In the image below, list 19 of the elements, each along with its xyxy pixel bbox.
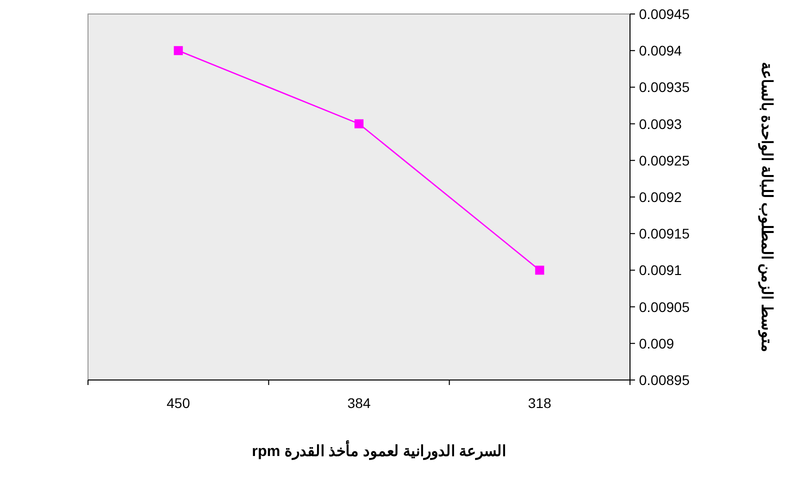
x-tick-label: 318: [528, 395, 552, 411]
x-tick-label: 384: [347, 395, 371, 411]
y-tick-label: 0.00895: [639, 372, 690, 388]
y-tick-label: 0.0094: [639, 42, 682, 59]
point: [174, 46, 183, 56]
point: [354, 119, 364, 128]
x-tick-label: 450: [166, 395, 190, 411]
y-tick-label: 0.00935: [639, 79, 690, 96]
point: [535, 266, 544, 275]
y-tick-label: 0.0091: [639, 262, 682, 278]
y-tick-label: 0.00945: [639, 6, 690, 22]
y-axis-title: متوسط الزمن المطلوب للبالة الواحدة بالساعة: [758, 62, 775, 352]
y-tick-label: 0.00925: [639, 152, 690, 168]
y-tick-label: 0.0093: [639, 116, 682, 132]
y-tick-label: 0.0092: [639, 189, 682, 205]
y-tick-label: 0.00905: [639, 298, 690, 315]
x-axis-title: السرعة الدورانية لعمود مأخذ القدرة rpm: [252, 440, 506, 460]
y-tick-label: 0.009: [639, 335, 674, 352]
y-tick-label: 0.00915: [639, 226, 690, 242]
